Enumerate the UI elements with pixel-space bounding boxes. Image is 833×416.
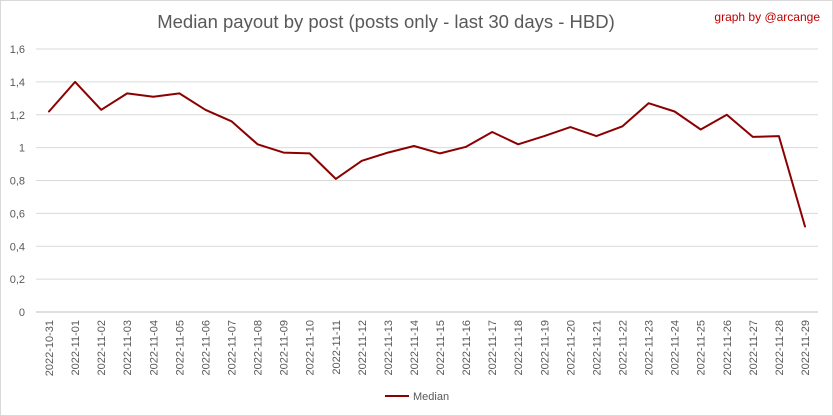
credit-label: graph by @arcange bbox=[714, 10, 820, 24]
x-tick-label: 2022-11-14 bbox=[409, 320, 421, 375]
gridlines bbox=[36, 48, 818, 313]
x-tick-label: 2022-11-08 bbox=[253, 320, 265, 375]
x-tick-label: 2022-10-31 bbox=[44, 320, 56, 376]
x-tick-label: 2022-11-05 bbox=[174, 320, 186, 375]
x-tick-label: 2022-11-01 bbox=[70, 320, 82, 375]
x-tick-label: 2022-11-11 bbox=[331, 320, 343, 375]
legend: Median bbox=[385, 391, 449, 403]
y-tick-label: 0 bbox=[19, 307, 25, 319]
x-tick-label: 2022-11-13 bbox=[383, 320, 395, 375]
legend-label: Median bbox=[413, 391, 449, 403]
x-tick-label: 2022-11-27 bbox=[748, 320, 760, 375]
y-tick-label: 0,2 bbox=[10, 274, 25, 286]
chart-title: Median payout by post (posts only - last… bbox=[157, 11, 615, 32]
x-axis-ticks: 2022-10-31 2022-11-01 2022-11-02 2022-11-03… bbox=[44, 320, 812, 376]
x-tick-label: 2022-11-02 bbox=[96, 320, 108, 375]
x-tick-label: 2022-11-18 bbox=[513, 320, 525, 375]
x-tick-label: 2022-11-09 bbox=[279, 320, 291, 375]
x-tick-label: 2022-11-06 bbox=[200, 320, 212, 375]
y-tick-label: 1,2 bbox=[10, 110, 25, 122]
series-line-median bbox=[48, 80, 806, 228]
x-tick-label: 2022-11-19 bbox=[539, 320, 551, 375]
y-tick-label: 1,6 bbox=[10, 44, 25, 56]
y-axis-ticks: 0 0,2 0,4 0,6 0,8 1 1,2 1,4 1,6 bbox=[10, 44, 25, 319]
x-tick-label: 2022-11-03 bbox=[122, 320, 134, 375]
x-tick-label: 2022-11-04 bbox=[148, 320, 160, 375]
x-tick-label: 2022-11-25 bbox=[696, 320, 708, 375]
x-tick-label: 2022-11-24 bbox=[670, 320, 682, 375]
x-tick-label: 2022-11-26 bbox=[722, 320, 734, 375]
x-tick-label: 2022-11-23 bbox=[644, 320, 656, 375]
x-tick-label: 2022-11-16 bbox=[461, 320, 473, 375]
x-tick-label: 2022-11-28 bbox=[774, 320, 786, 375]
x-tick-label: 2022-11-07 bbox=[227, 320, 239, 375]
x-tick-label: 2022-11-22 bbox=[618, 320, 630, 375]
x-tick-label: 2022-11-29 bbox=[800, 320, 812, 375]
y-tick-label: 1,4 bbox=[10, 77, 25, 89]
x-tick-label: 2022-11-17 bbox=[487, 320, 499, 375]
series-layer bbox=[48, 80, 806, 228]
x-tick-label: 2022-11-10 bbox=[305, 320, 317, 375]
x-tick-label: 2022-11-21 bbox=[591, 320, 603, 375]
x-tick-label: 2022-11-20 bbox=[565, 320, 577, 375]
y-tick-label: 0,4 bbox=[10, 241, 25, 253]
y-tick-label: 0,8 bbox=[10, 176, 25, 188]
y-tick-label: 1 bbox=[19, 143, 25, 155]
x-tick-label: 2022-11-12 bbox=[357, 320, 369, 375]
y-tick-label: 0,6 bbox=[10, 208, 25, 220]
x-tick-label: 2022-11-15 bbox=[435, 320, 447, 375]
